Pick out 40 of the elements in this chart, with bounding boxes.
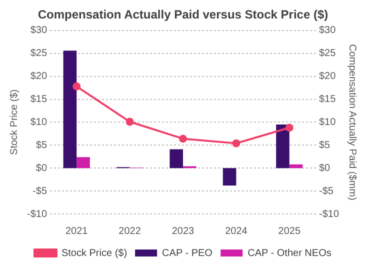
y2-tick-label: -$5 <box>318 186 334 197</box>
legend-label: CAP - PEO <box>162 248 213 259</box>
bar <box>76 157 90 168</box>
x-tick-label: 2023 <box>172 226 195 237</box>
y2-tick-label: $30 <box>318 25 336 36</box>
bar <box>63 50 77 168</box>
y-axis-title: Stock Price ($) <box>8 89 20 155</box>
y2-tick-label: $15 <box>318 94 336 105</box>
bar <box>276 124 290 168</box>
chart-title: Compensation Actually Paid versus Stock Price ($) <box>38 8 328 22</box>
bar <box>289 164 303 168</box>
legend-label: Stock Price ($) <box>61 248 128 259</box>
point <box>285 124 294 132</box>
y2-tick-label: $5 <box>318 140 331 151</box>
y2-axis-title: Compensation Actually Paid ($mm) <box>346 44 358 200</box>
x-tick-label: 2025 <box>278 226 301 237</box>
y-tick-label: $25 <box>30 48 48 60</box>
y2-tick-label: -$10 <box>318 208 340 220</box>
point <box>126 118 134 126</box>
point <box>179 134 187 143</box>
legend-label: CAP - Other NEOs <box>248 248 332 259</box>
y2-tick-label: $25 <box>318 48 336 60</box>
y-tick-label: $20 <box>30 71 48 82</box>
x-tick-label: 2022 <box>118 226 142 237</box>
y-tick-label: $30 <box>30 25 48 36</box>
bar <box>170 149 183 168</box>
y2-tick-label: $0 <box>318 162 331 174</box>
x-tick-label: 2024 <box>225 226 248 237</box>
y-tick-label: $15 <box>30 94 48 105</box>
x-tick-label: 2021 <box>65 226 88 237</box>
point <box>232 139 240 148</box>
point <box>72 82 81 90</box>
y2-tick-label: $10 <box>318 116 336 128</box>
bar <box>222 168 236 186</box>
y-tick-label: $0 <box>36 162 48 174</box>
y-tick-label: $5 <box>36 140 48 151</box>
y2-tick-label: $20 <box>318 71 336 82</box>
y-tick-label: -$5 <box>32 186 48 197</box>
y-tick-label: $10 <box>30 116 48 128</box>
y-tick-label: -$10 <box>27 208 48 220</box>
